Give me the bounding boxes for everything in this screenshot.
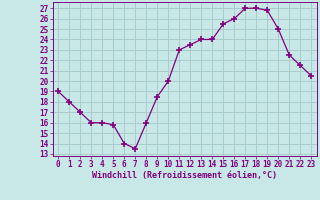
X-axis label: Windchill (Refroidissement éolien,°C): Windchill (Refroidissement éolien,°C) xyxy=(92,171,277,180)
